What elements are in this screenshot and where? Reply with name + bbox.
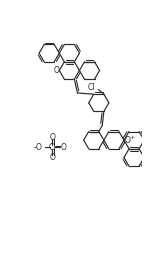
Text: O: O — [53, 66, 59, 75]
Text: O: O — [125, 136, 131, 145]
Text: O: O — [49, 132, 55, 142]
Text: Cl: Cl — [88, 83, 95, 92]
Text: -O: -O — [33, 143, 42, 152]
Text: Cl: Cl — [49, 143, 56, 152]
Text: O: O — [60, 143, 66, 152]
Text: O: O — [49, 153, 55, 161]
Text: +: + — [129, 135, 134, 140]
